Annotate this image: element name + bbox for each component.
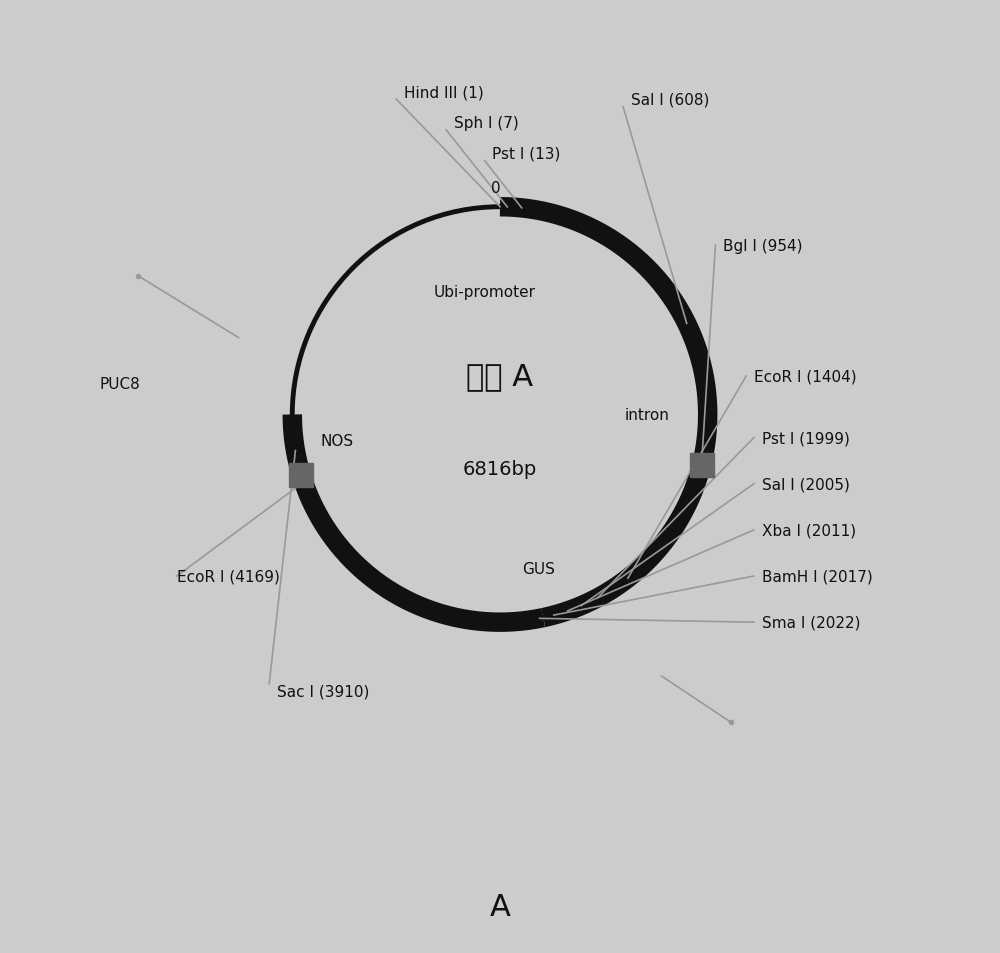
Text: Bgl I (954): Bgl I (954): [723, 238, 803, 253]
Text: Sac I (3910): Sac I (3910): [277, 684, 369, 699]
Text: EcoR I (4169): EcoR I (4169): [177, 569, 280, 584]
Text: Sma I (2022): Sma I (2022): [762, 615, 860, 630]
Text: BamH I (2017): BamH I (2017): [762, 569, 872, 584]
Text: 0: 0: [491, 181, 501, 196]
Text: 6816bp: 6816bp: [463, 459, 537, 478]
Text: Pst I (1999): Pst I (1999): [762, 431, 849, 446]
Text: Sal I (608): Sal I (608): [631, 92, 709, 108]
Text: PUC8: PUC8: [100, 376, 141, 392]
Text: Sal I (2005): Sal I (2005): [762, 476, 849, 492]
Text: 载体 A: 载体 A: [466, 362, 534, 391]
Text: Ubi-promoter: Ubi-promoter: [434, 284, 536, 299]
Text: intron: intron: [624, 408, 669, 422]
Text: Pst I (13): Pst I (13): [492, 147, 561, 161]
Text: EcoR I (1404): EcoR I (1404): [754, 369, 857, 384]
Text: Sph I (7): Sph I (7): [454, 115, 519, 131]
Text: Hind III (1): Hind III (1): [404, 85, 484, 100]
Text: GUS: GUS: [522, 561, 555, 576]
Text: NOS: NOS: [321, 434, 354, 449]
Text: A: A: [490, 892, 510, 922]
Text: Xba I (2011): Xba I (2011): [762, 523, 856, 537]
